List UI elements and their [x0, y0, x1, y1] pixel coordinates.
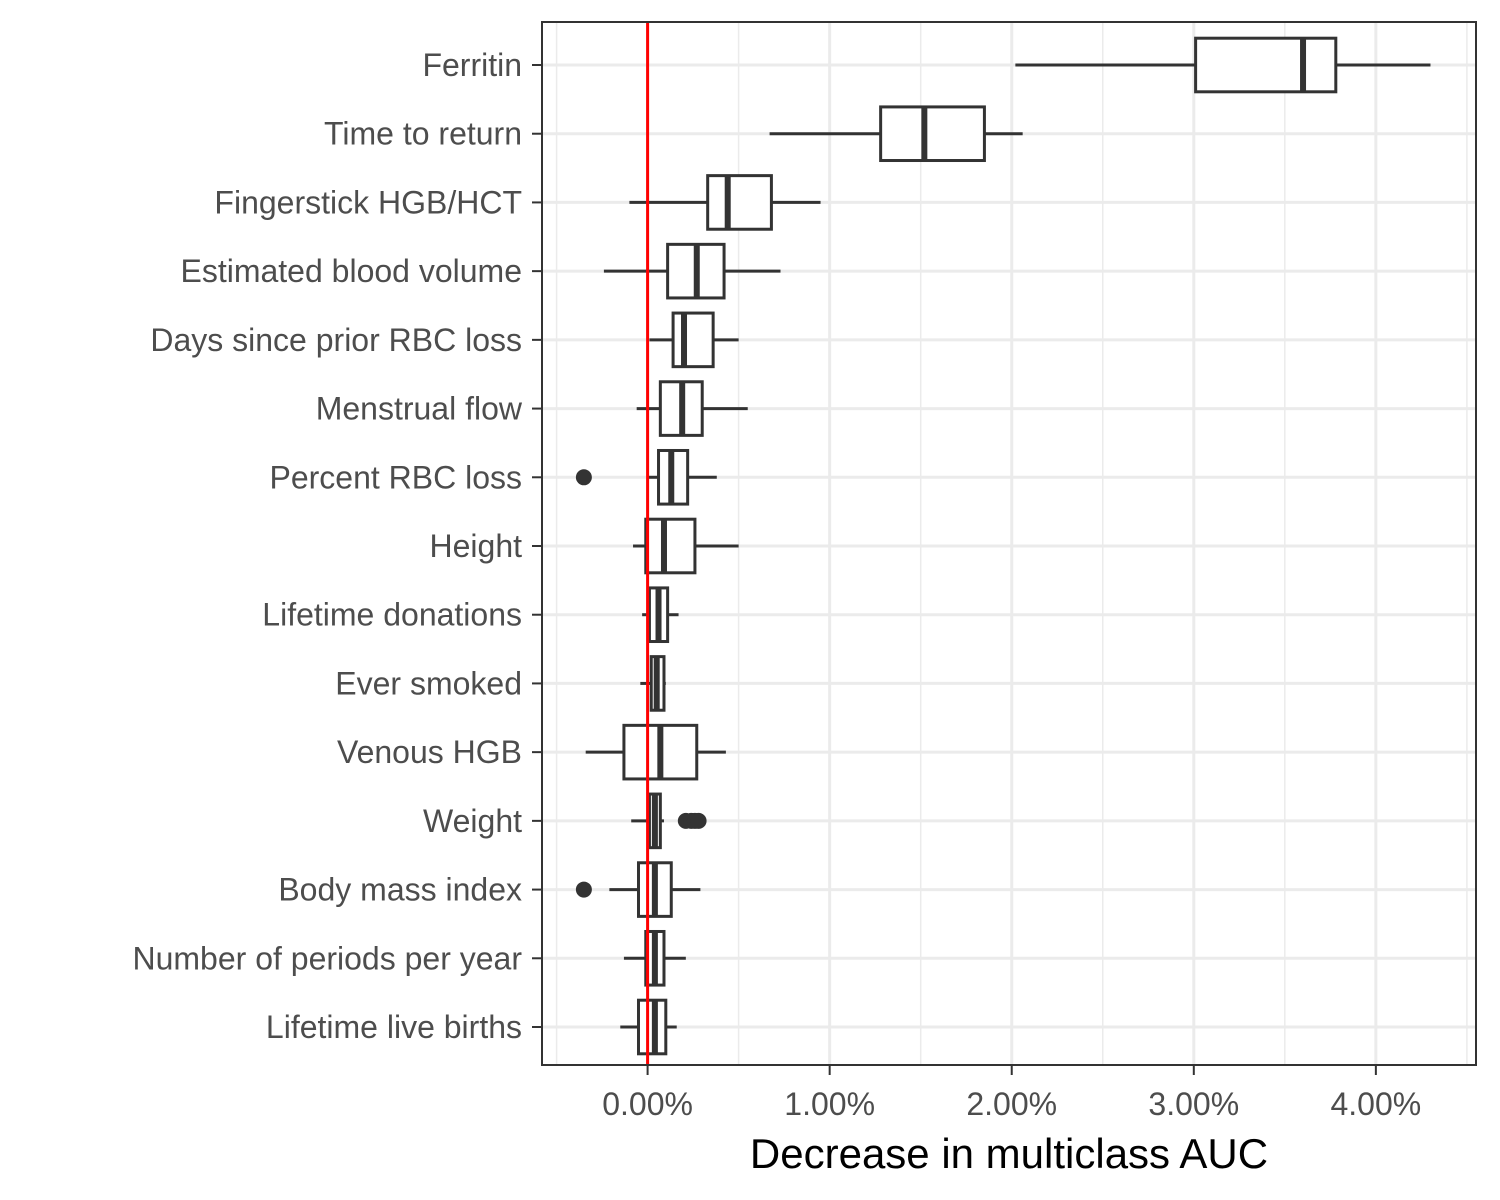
- y-tick-label: Venous HGB: [337, 734, 522, 770]
- y-tick-label: Fingerstick HGB/HCT: [214, 184, 522, 220]
- x-tick-label: 3.00%: [1148, 1086, 1239, 1122]
- box-iqr: [879, 105, 986, 163]
- x-axis-title: Decrease in multiclass AUC: [750, 1130, 1268, 1177]
- box-venous-hgb: [585, 723, 726, 781]
- grid: [542, 22, 1476, 1065]
- y-tick-label: Lifetime donations: [262, 597, 522, 633]
- box-iqr: [1194, 36, 1338, 94]
- y-tick-label: Percent RBC loss: [269, 459, 522, 495]
- x-axis: 0.00% 1.00% 2.00% 3.00% 4.00%: [602, 1065, 1421, 1122]
- box-iqr: [671, 311, 715, 369]
- y-tick-label: Body mass index: [278, 872, 522, 908]
- y-tick-label: Menstrual flow: [316, 391, 523, 427]
- outlier-point: [575, 469, 592, 486]
- y-tick-label: Ever smoked: [335, 665, 522, 701]
- box-time-to-return: [769, 105, 1023, 163]
- x-tick-label: 4.00%: [1330, 1086, 1421, 1122]
- outlier-point: [690, 812, 707, 829]
- plot-panel-background: [542, 22, 1476, 1065]
- box-height: [633, 517, 739, 575]
- plot-panel-border: [541, 21, 1477, 1066]
- box-lifetime-donations: [642, 586, 679, 644]
- box-number-of-periods-per-year: [623, 929, 686, 987]
- y-axis: Ferritin Time to return Fingerstick HGB/HC…: [132, 47, 542, 1045]
- box-percent-rbc-loss: [575, 448, 717, 506]
- box-ferritin: [1015, 36, 1431, 94]
- outlier-point: [575, 881, 592, 898]
- boxes: [575, 36, 1431, 1056]
- box-body-mass-index: [575, 861, 701, 918]
- y-tick-label: Height: [430, 528, 523, 564]
- y-tick-label: Time to return: [324, 116, 522, 152]
- x-tick-label: 1.00%: [784, 1086, 875, 1122]
- y-tick-label: Weight: [423, 803, 522, 839]
- x-tick-label: 0.00%: [602, 1086, 693, 1122]
- y-tick-label: Number of periods per year: [132, 940, 522, 976]
- y-tick-label: Days since prior RBC loss: [150, 322, 522, 358]
- box-fingerstick-hgb-hct: [629, 174, 821, 231]
- box-iqr: [706, 174, 773, 231]
- y-tick-label: Ferritin: [422, 47, 522, 83]
- y-tick-label: Estimated blood volume: [180, 253, 522, 289]
- box-lifetime-live-births: [620, 998, 677, 1056]
- box-estimated-blood-volume: [603, 242, 781, 300]
- box-days-since-prior-rbc-loss: [649, 311, 739, 369]
- box-ever-smoked: [640, 655, 666, 712]
- box-menstrual-flow: [636, 380, 748, 437]
- box-iqr: [644, 517, 697, 575]
- x-tick-label: 2.00%: [966, 1086, 1057, 1122]
- y-tick-label: Lifetime live births: [266, 1009, 522, 1045]
